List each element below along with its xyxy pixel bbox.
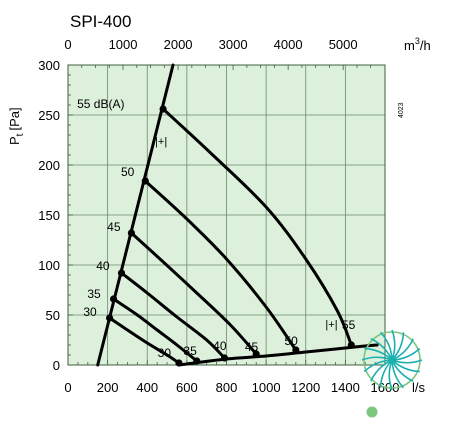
y-axis-label: Pt[Pa]	[7, 107, 26, 145]
curve-dot	[220, 354, 229, 362]
y-tick-label: 150	[38, 208, 60, 223]
curve-dot	[117, 269, 126, 277]
y-tick-label: 250	[38, 108, 60, 123]
logo-ray	[391, 329, 396, 361]
curve-label: 30	[83, 305, 97, 319]
sunburst-logo-icon	[361, 329, 423, 418]
logo-ray	[391, 338, 414, 361]
x-tick-label: 1000	[252, 380, 281, 395]
curve-label: 45	[245, 340, 259, 354]
y-tick-label: 0	[53, 358, 60, 373]
logo-ray	[370, 338, 393, 361]
curve-label: 55 dB(A)	[77, 97, 124, 111]
curve-dot	[109, 295, 118, 303]
curve-label: 40	[213, 339, 227, 353]
reference-code: 4023	[398, 102, 405, 118]
curve-label: 35	[87, 287, 101, 301]
logo-dot	[366, 406, 378, 418]
x-axis-bottom-unit: l/s	[412, 380, 426, 395]
logo-ray	[391, 347, 421, 361]
chart-title: SPI-400	[70, 12, 131, 31]
logo-ray	[363, 359, 393, 373]
curve-dots	[106, 105, 355, 367]
top-tick-label: 2000	[164, 37, 193, 52]
curve-label: 50	[284, 334, 298, 348]
y-tick-label: 200	[38, 158, 60, 173]
top-tick-label: 1000	[109, 37, 138, 52]
noise-curve	[161, 107, 353, 347]
logo-ray	[391, 359, 423, 364]
curve-dot	[141, 177, 149, 185]
curve-label: 35	[183, 344, 197, 358]
curve-dot	[106, 314, 114, 322]
curve-labels: 55 dB(A) 50 45 40 35 30 30 35 40 45 50 55 |+| |+|	[77, 97, 355, 360]
top-tick-labels: 0 1000 2000 3000 4000 5000	[64, 37, 357, 52]
marker-label: |+|	[325, 319, 337, 331]
logo-ray	[391, 359, 405, 389]
curve-label: 30	[158, 346, 172, 360]
logo-ray	[364, 347, 393, 361]
curve-dot	[193, 357, 201, 365]
top-tick-label: 0	[64, 37, 71, 52]
noise-curve	[143, 179, 298, 352]
logo-ray	[361, 356, 393, 361]
x-tick-label: 0	[64, 380, 71, 395]
noise-curve	[119, 271, 227, 360]
y-tick-label: 300	[38, 58, 60, 73]
x-tick-label: 200	[97, 380, 119, 395]
logo-ray	[370, 359, 393, 382]
x-tick-label: 400	[136, 380, 158, 395]
x-tick-label: 1200	[291, 380, 320, 395]
curves	[96, 63, 379, 367]
minor-ticks	[67, 64, 386, 366]
noise-curve	[108, 316, 181, 365]
curve-dot	[292, 346, 300, 354]
curve-label: 55	[342, 318, 356, 332]
y-tick-labels: 0 50 100 150 200 250 300	[38, 58, 60, 373]
x-tick-label: 800	[216, 380, 238, 395]
x-tick-label: 600	[176, 380, 198, 395]
top-tick-label: 5000	[329, 37, 358, 52]
noise-curve	[112, 297, 199, 363]
x-tick-label: 1400	[331, 380, 360, 395]
y-tick-label: 100	[38, 258, 60, 273]
curve-dot	[127, 229, 135, 237]
curve-dot	[175, 359, 183, 367]
logo-ray	[388, 359, 393, 391]
curve-label: 40	[96, 259, 110, 273]
curve-dot	[252, 350, 260, 358]
x-axis-top-unit: m3/h	[404, 36, 431, 53]
top-tick-label: 3000	[219, 37, 248, 52]
curve-dot	[159, 105, 167, 113]
top-tick-label: 4000	[274, 37, 303, 52]
x-tick-labels: 0 200 400 600 800 1000 1200 1400 1600	[64, 380, 399, 395]
curve-label: 45	[107, 220, 121, 234]
logo-ray	[391, 359, 414, 382]
y-tick-label: 50	[46, 308, 60, 323]
curve-dot	[347, 341, 355, 349]
logo-ray	[391, 359, 420, 373]
logo-ray	[379, 359, 393, 388]
curve-label: 50	[121, 165, 135, 179]
logo-ray	[391, 332, 405, 361]
noise-curve	[129, 231, 258, 356]
marker-label: |+|	[155, 136, 167, 148]
logo-ray	[379, 331, 393, 361]
